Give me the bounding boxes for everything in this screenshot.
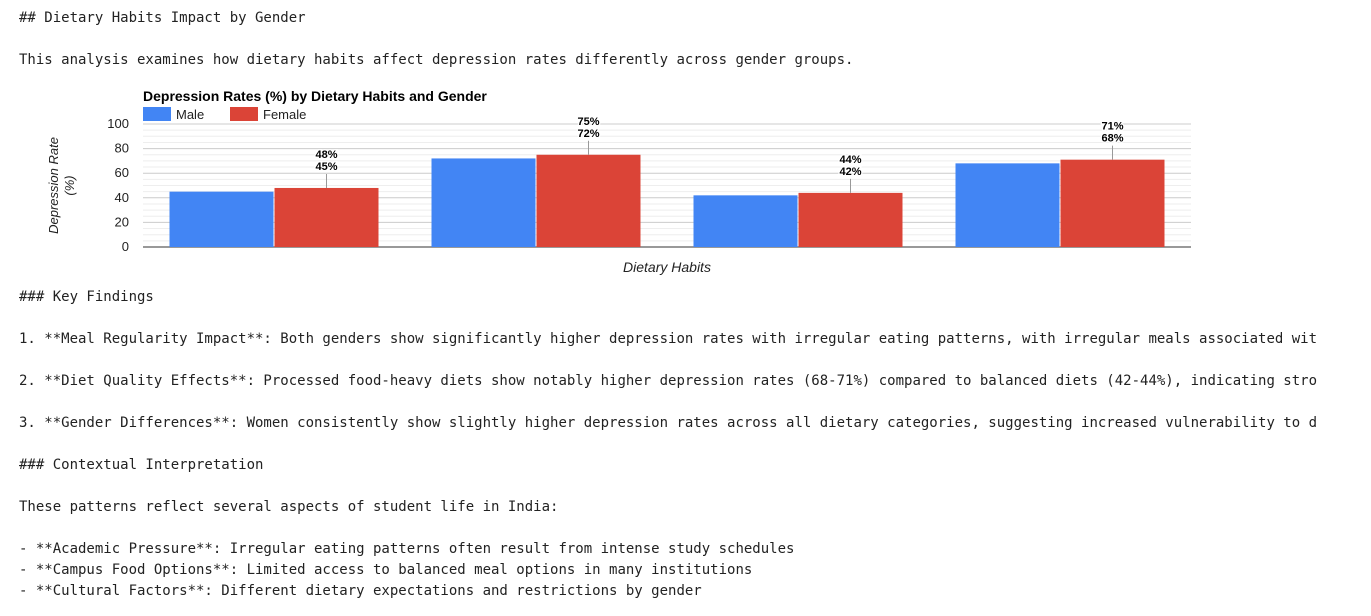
legend-swatch-male xyxy=(143,107,171,121)
y-tick-label: 100 xyxy=(107,116,129,131)
finding-1: 1. **Meal Regularity Impact**: Both gend… xyxy=(19,331,1318,347)
y-axis-label: Depression Rate(%) xyxy=(46,137,77,234)
context-bullet-1: - **Academic Pressure**: Irregular eatin… xyxy=(19,541,795,557)
y-tick-label: 40 xyxy=(115,190,129,205)
chart-title: Depression Rates (%) by Dietary Habits a… xyxy=(143,88,487,104)
context-heading: ### Contextual Interpretation xyxy=(19,457,264,473)
legend-label-female: Female xyxy=(263,107,306,122)
bar-male xyxy=(169,191,274,247)
data-label: 45% xyxy=(315,161,337,173)
data-label: 71% xyxy=(1101,121,1123,133)
bar-female xyxy=(536,154,641,247)
y-axis-label-line: Depression Rate xyxy=(46,137,61,234)
legend-swatch-female xyxy=(230,107,258,121)
bar-male xyxy=(431,158,536,247)
context-bullet-3: - **Cultural Factors**: Different dietar… xyxy=(19,583,702,599)
context-intro: These patterns reflect several aspects o… xyxy=(19,499,559,515)
y-axis-label-line: (%) xyxy=(62,175,77,195)
data-label: 42% xyxy=(839,166,861,178)
doc-intro: This analysis examines how dietary habit… xyxy=(19,52,854,68)
chart-svg: 0 20 40 60 80 100 Depression Rates (%) by Diet… xyxy=(46,88,1191,275)
y-tick-label: 20 xyxy=(115,214,129,229)
bar-female xyxy=(274,187,379,247)
context-bullet-2: - **Campus Food Options**: Limited acces… xyxy=(19,562,753,578)
bar-male xyxy=(955,163,1060,247)
y-tick-label: 0 xyxy=(122,239,129,254)
x-axis-label: Dietary Habits xyxy=(623,259,711,275)
finding-2: 2. **Diet Quality Effects**: Processed f… xyxy=(19,373,1318,389)
doc-heading: ## Dietary Habits Impact by Gender xyxy=(19,10,306,26)
bar-male xyxy=(693,195,798,247)
data-label: 72% xyxy=(577,128,599,140)
data-label: 44% xyxy=(839,154,861,166)
data-label: 75% xyxy=(577,116,599,128)
key-findings-heading: ### Key Findings xyxy=(19,289,154,305)
chart-container: 0 20 40 60 80 100 Depression Rates (%) by Diet… xyxy=(40,84,1200,280)
bar-female xyxy=(798,192,903,247)
y-tick-label: 80 xyxy=(115,141,129,156)
data-label: 68% xyxy=(1101,133,1123,145)
y-tick-label: 60 xyxy=(115,165,129,180)
data-label: 48% xyxy=(315,149,337,161)
finding-3: 3. **Gender Differences**: Women consist… xyxy=(19,415,1318,431)
bar-female xyxy=(1060,159,1165,247)
legend-label-male: Male xyxy=(176,107,204,122)
